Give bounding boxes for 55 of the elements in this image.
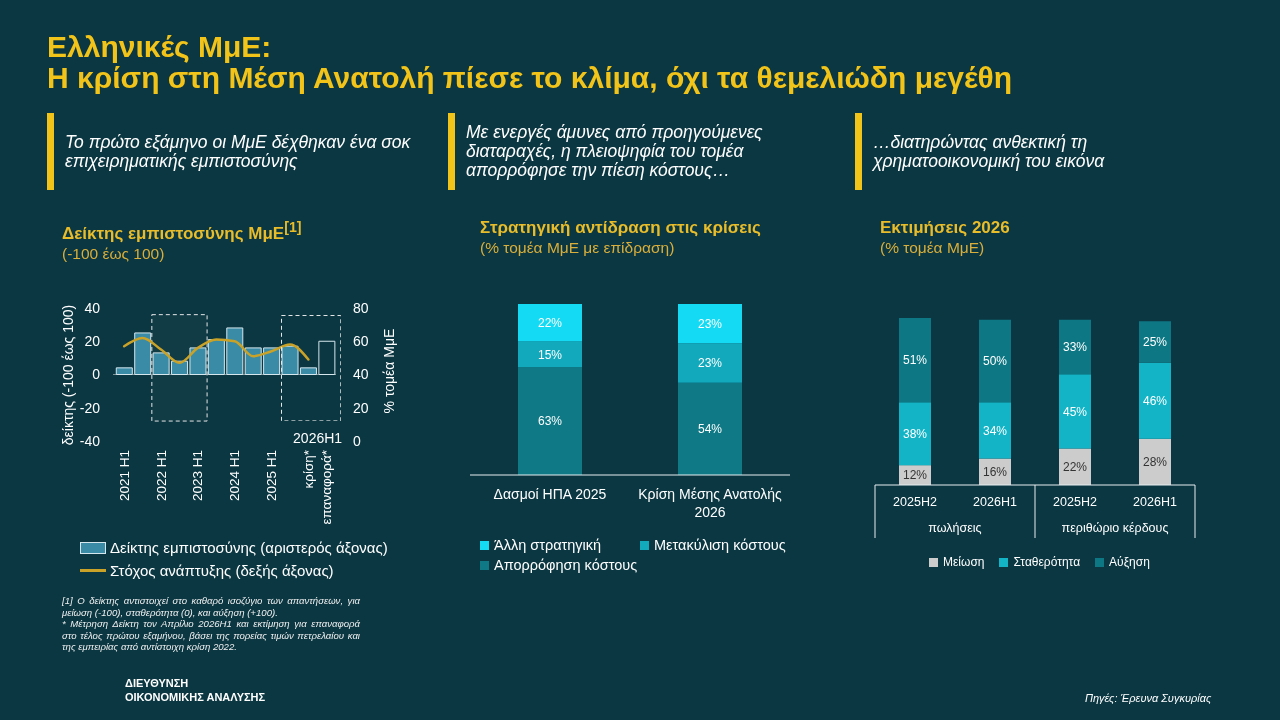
chart-title: Εκτιμήσεις 2026 [880, 217, 1010, 238]
data-label: 54% [697, 422, 723, 437]
bar [678, 343, 742, 383]
x-tick-label: 2025H2 [1053, 495, 1097, 509]
legend-label: Σταθερότητα [1013, 555, 1081, 569]
data-label: 25% [1142, 335, 1168, 350]
bar [1139, 321, 1171, 363]
data-label: 22% [1062, 460, 1088, 475]
chart-subtitle: (% τομέα ΜμΕ με επίδραση) [480, 238, 676, 258]
text: Ελληνικές ΜμΕ: [47, 30, 273, 63]
x-tick-label: Δασμοί ΗΠΑ 2025 [493, 485, 607, 502]
data-label: 45% [1062, 404, 1088, 419]
x-tick-label: 2025H2 [893, 495, 937, 509]
data-label: 63% [537, 414, 563, 429]
legend-label: Άλλη στρατηγική [494, 537, 602, 553]
chart-subtitle: (% τομέα ΜμΕ) [880, 238, 986, 258]
data-label: 22% [537, 316, 563, 331]
x-tick-label: 2026H1 [973, 495, 1017, 509]
data-label: 23% [697, 356, 723, 371]
bar [1059, 319, 1091, 375]
data-label: 12% [902, 468, 928, 483]
data-label: 34% [982, 423, 1008, 438]
chart-title: Στρατηγική αντίδραση στις κρίσεις [480, 217, 761, 238]
bar [678, 304, 742, 344]
data-label: 23% [697, 316, 723, 331]
data-label: 16% [982, 465, 1008, 480]
bar [518, 367, 582, 475]
text: περιθώριο κέρδους [1061, 521, 1169, 535]
x-tick-label: Κρίση Μέσης Ανατολής 2026 [638, 485, 782, 520]
bar [979, 402, 1011, 459]
data-label: 33% [1062, 340, 1088, 355]
x-tick-label: 2026H1 [1133, 495, 1177, 509]
bar [678, 382, 742, 475]
text: Με ενεργές άμυνες από προηγούμενες διαταραχές, η πλειοψηφία του τομέα απορρόφησε την πίεση κόστους… [466, 122, 764, 180]
bar [1139, 362, 1171, 439]
text: ΔΙΕΥΘΥΝΣΗ [125, 676, 190, 690]
bar [899, 318, 931, 403]
data-label: 51% [902, 353, 928, 368]
legend-label: Μετακύλιση κόστους [654, 537, 786, 553]
data-label: 28% [1142, 455, 1168, 470]
bar [518, 304, 582, 342]
text: πωλήσεις [928, 521, 982, 535]
data-label: 38% [902, 427, 928, 441]
text: ΟΙΚΟΝΟΜΙΚΗΣ ΑΝΑΛΥΣΗΣ [125, 690, 266, 704]
data-label: 50% [982, 354, 1008, 369]
legend-label: Αύξηση [1109, 555, 1150, 569]
bar [979, 319, 1011, 403]
legend-label: Απορρόφηση κόστους [494, 557, 638, 573]
data-label: 46% [1142, 393, 1168, 408]
text: …διατηρώντας ανθεκτική τη χρηματοοικονομική του εικόνα [873, 131, 1106, 171]
data-label: 15% [537, 347, 563, 362]
legend-label: Μείωση [943, 555, 985, 569]
bar [1059, 374, 1091, 449]
text: Πηγές: Έρευνα Συγκυρίας [1085, 692, 1212, 704]
bar [899, 402, 931, 466]
